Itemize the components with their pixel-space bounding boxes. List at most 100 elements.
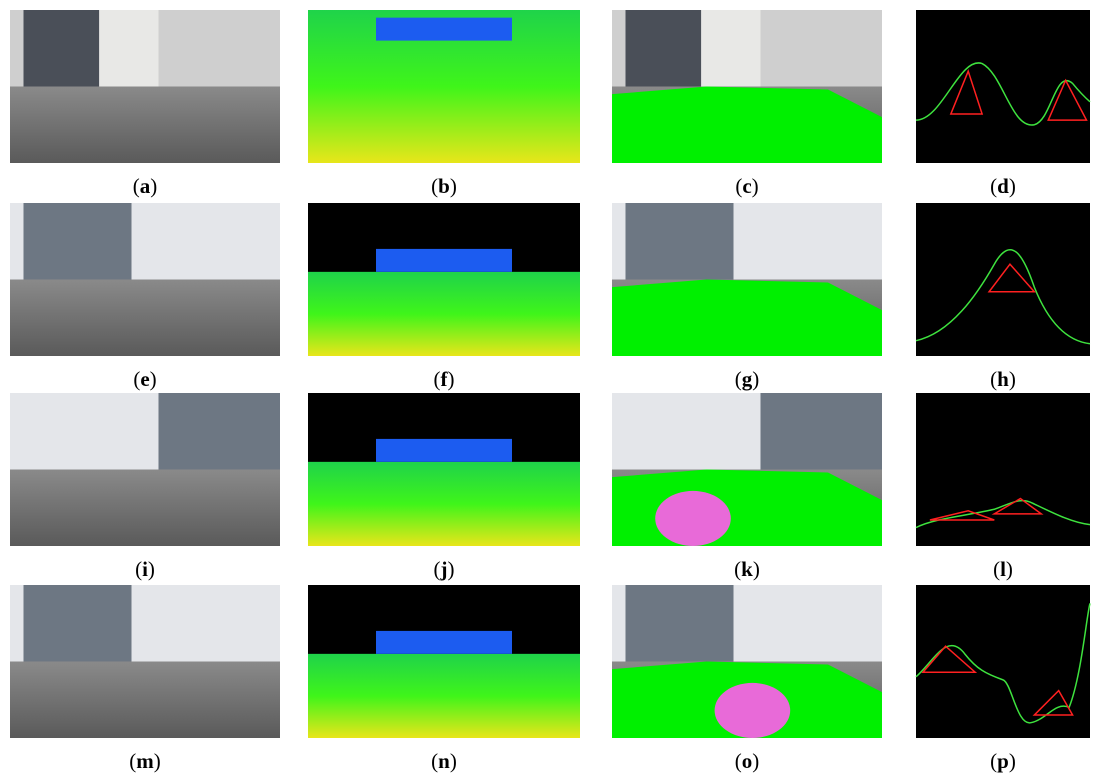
depth-far [376, 18, 512, 41]
label-part: ) [148, 557, 155, 581]
label-part: b [438, 174, 450, 198]
ground [10, 87, 280, 164]
panel-image [308, 585, 580, 738]
label-part: c [742, 174, 751, 198]
label-part: g [742, 367, 753, 391]
depth-map [308, 462, 580, 546]
curve-background [916, 393, 1090, 546]
label-part: ( [434, 367, 441, 391]
label-part: ) [448, 557, 455, 581]
panel-label: (a) [133, 174, 158, 198]
depth-far [376, 631, 512, 654]
depth-map [308, 654, 580, 738]
label-part: ( [735, 174, 742, 198]
panel-label: (l) [993, 557, 1013, 581]
depth-far [376, 439, 512, 462]
panel-label: (i) [135, 557, 155, 581]
label-part: ( [990, 174, 997, 198]
panel-label: (d) [990, 174, 1016, 198]
label-part: ( [990, 749, 997, 773]
label-part: ) [150, 367, 157, 391]
panel-image [916, 585, 1090, 738]
panel-image [308, 10, 580, 163]
label-part: ) [154, 749, 161, 773]
panel-label: (p) [990, 749, 1016, 773]
panel-image [612, 203, 882, 356]
label-part: ) [752, 174, 759, 198]
label-part: ( [133, 174, 140, 198]
panel-image [612, 393, 882, 546]
label-part: ) [1009, 749, 1016, 773]
label-part: ) [450, 174, 457, 198]
ground-segment [612, 280, 882, 357]
panel-image [916, 203, 1090, 356]
panel-image [10, 10, 280, 163]
label-part: ( [431, 174, 438, 198]
building [24, 585, 132, 669]
panel-label: (o) [735, 749, 760, 773]
label-part: k [741, 557, 753, 581]
panel-label: (m) [129, 749, 161, 773]
label-part: ) [1009, 174, 1016, 198]
label-part: ( [129, 749, 136, 773]
panel-image [612, 585, 882, 738]
panel-label: (c) [735, 174, 758, 198]
label-part: ( [990, 367, 997, 391]
panel-image [612, 10, 882, 163]
label-part: p [997, 749, 1009, 773]
panel-image [308, 393, 580, 546]
panel-image [916, 393, 1090, 546]
ground-segment [612, 470, 882, 547]
building [159, 393, 281, 477]
panel-image [308, 203, 580, 356]
obstacle-segment [655, 491, 731, 546]
label-part: e [140, 367, 149, 391]
ground [10, 470, 280, 547]
panel-label: (b) [431, 174, 457, 198]
label-part: h [997, 367, 1009, 391]
panel-image [10, 393, 280, 546]
label-part: a [140, 174, 151, 198]
ground [10, 280, 280, 357]
label-part: ( [993, 557, 1000, 581]
label-part: ) [752, 367, 759, 391]
label-part: ( [133, 367, 140, 391]
panel-label: (f) [434, 367, 455, 391]
label-part: ( [735, 749, 742, 773]
label-part: ( [734, 557, 741, 581]
panel-label: (h) [990, 367, 1016, 391]
label-part: m [136, 749, 154, 773]
label-part: ) [1009, 367, 1016, 391]
panel-image [10, 203, 280, 356]
label-part: n [438, 749, 450, 773]
label-part: ( [735, 367, 742, 391]
curve-background [916, 10, 1090, 163]
ground [10, 662, 280, 739]
panel-label: (e) [133, 367, 156, 391]
panel-label: (g) [735, 367, 760, 391]
figure: (a)(b)(c)(d)(e)(f)(g)(h)(i)(j)(k)(l)(m)(… [0, 0, 1105, 776]
depth-map [308, 272, 580, 356]
label-part: ( [431, 749, 438, 773]
panel-label: (j) [434, 557, 455, 581]
label-part: ) [450, 749, 457, 773]
label-part: ) [752, 749, 759, 773]
building [626, 203, 734, 287]
panel-image [10, 585, 280, 738]
label-part: ) [753, 557, 760, 581]
label-part: d [997, 174, 1009, 198]
label-part: ) [448, 367, 455, 391]
building [761, 393, 883, 477]
ground-segment [612, 87, 882, 164]
label-part: ( [434, 557, 441, 581]
panel-image [916, 10, 1090, 163]
label-part: ( [135, 557, 142, 581]
building [24, 203, 132, 287]
label-part: ) [1006, 557, 1013, 581]
building [626, 585, 734, 669]
obstacle-segment [715, 683, 791, 738]
label-part: j [440, 557, 448, 581]
label-part: ) [150, 174, 157, 198]
label-part: o [742, 749, 753, 773]
panel-label: (k) [734, 557, 760, 581]
